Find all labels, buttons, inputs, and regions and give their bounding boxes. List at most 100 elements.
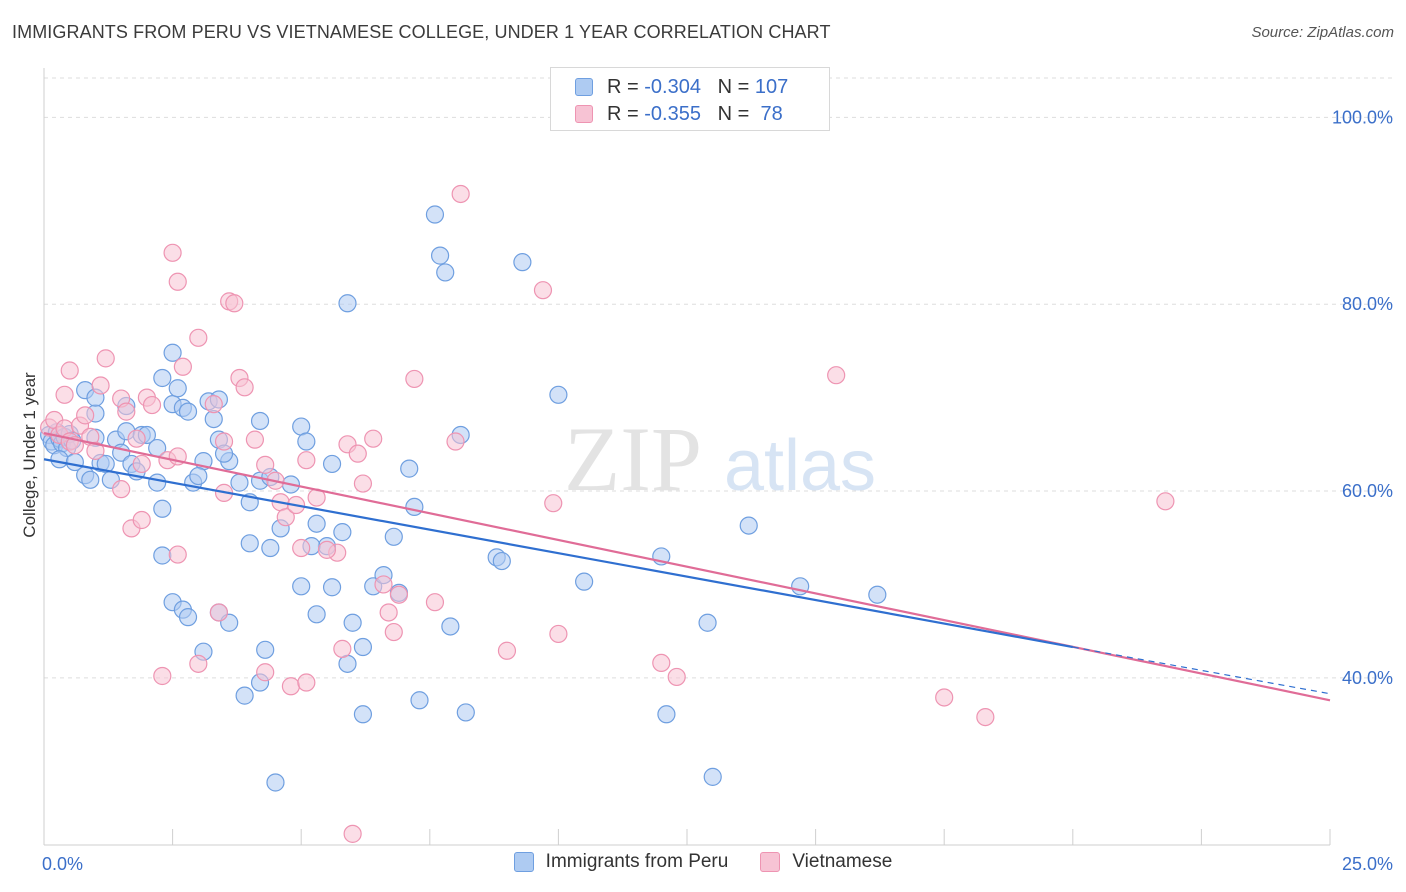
peru-point: [441, 617, 460, 636]
peru-point: [168, 379, 187, 398]
vietnamese-point: [132, 510, 151, 530]
peru-point: [250, 411, 270, 431]
vietnamese-point: [112, 480, 131, 499]
chart-source: Source: ZipAtlas.com: [1251, 24, 1394, 41]
vietnamese-point: [379, 603, 398, 622]
series-swatch-peru: [513, 852, 534, 872]
trend-layer: [43, 432, 1331, 702]
peru-point: [148, 473, 167, 492]
vietnamese-point: [353, 474, 373, 493]
peru-point: [400, 459, 419, 478]
vietnamese-point: [544, 494, 563, 513]
vietnamese-point: [86, 441, 105, 460]
peru-point: [353, 637, 373, 657]
peru-point: [492, 551, 511, 571]
vietnamese-point: [389, 585, 409, 604]
peru-point: [163, 343, 182, 362]
peru-point: [307, 605, 326, 624]
peru-point: [256, 640, 275, 659]
vietnamese-point: [163, 243, 182, 262]
vietnamese-point: [173, 357, 192, 376]
peru-point: [456, 703, 475, 722]
peru-point: [322, 454, 342, 474]
peru-point: [307, 514, 326, 533]
vietnamese-point: [533, 281, 553, 300]
vietnamese-point: [374, 575, 393, 594]
peru-point: [575, 572, 594, 591]
peru-point: [425, 205, 445, 224]
vietnamese-point: [204, 395, 223, 414]
vietnamese-point: [827, 366, 846, 385]
peru-point: [868, 585, 887, 604]
legend-row-vietnamese: R = -0.355 N = 78: [575, 103, 783, 125]
vietnamese-point: [214, 432, 234, 451]
vietnamese-point: [333, 639, 352, 658]
vietnamese-trend-line: [43, 432, 1331, 702]
peru-point: [235, 686, 254, 705]
peru-point: [322, 578, 342, 597]
peru-point: [513, 253, 532, 272]
vietnamese-point: [189, 654, 208, 673]
tick-label-layer: 40.0% 60.0% 80.0% 100.0% 0.0% 25.0%: [42, 107, 1393, 874]
y-tick-label: 40.0%: [1342, 668, 1393, 688]
legend-n-value: 107: [754, 75, 789, 98]
peru-point: [297, 432, 316, 451]
vietnamese-point: [256, 455, 275, 474]
vietnamese-point: [405, 369, 424, 389]
peru-point: [153, 546, 172, 565]
peru-point: [410, 691, 429, 710]
vietnamese-point: [281, 677, 301, 696]
y-tick-label: 60.0%: [1342, 481, 1393, 501]
peru-point: [353, 705, 373, 724]
peru-point: [436, 263, 455, 282]
vietnamese-point: [168, 545, 187, 564]
watermark-atlas: atlas: [724, 426, 876, 506]
vietnamese-point: [60, 361, 79, 380]
vietnamese-point: [297, 451, 316, 470]
x-tick-label: 25.0%: [1342, 854, 1393, 874]
series-swatch-vietnamese: [760, 852, 781, 872]
peru-trend-line: [43, 458, 1073, 649]
peru-point: [292, 577, 311, 596]
vietnamese-point: [91, 376, 110, 395]
peru-point: [698, 613, 717, 632]
series-label-peru: Immigrants from Peru: [545, 851, 729, 872]
peru-point: [240, 534, 259, 553]
peru-point: [739, 516, 758, 535]
series-label-vietnamese: Vietnamese: [792, 851, 893, 872]
vietnamese-point: [225, 294, 244, 313]
vietnamese-point: [168, 272, 187, 291]
vietnamese-point: [153, 666, 172, 686]
peru-point: [50, 450, 69, 469]
peru-point: [178, 608, 198, 627]
vietnamese-point: [235, 378, 254, 397]
x-tick-label: 0.0%: [42, 854, 83, 874]
watermark: ZIP atlas: [564, 408, 876, 510]
y-tick-label: 100.0%: [1332, 107, 1393, 127]
vietnamese-point: [189, 328, 208, 347]
vietnamese-point: [667, 667, 686, 687]
vietnamese-point: [935, 688, 954, 707]
chart-title: IMMIGRANTS FROM PERU VS VIETNAMESE COLLE…: [12, 22, 831, 42]
vietnamese-point: [497, 641, 517, 660]
vietnamese-point: [976, 707, 995, 727]
vietnamese-point: [549, 624, 568, 644]
legend-r-value: -0.355: [644, 102, 701, 125]
legend-r-label: R =: [607, 75, 639, 98]
vietnamese-point: [76, 406, 95, 425]
peru-point: [178, 402, 198, 421]
series-legend: Immigrants from Peru Vietnamese: [0, 851, 1406, 873]
axis-layer: [43, 68, 1331, 846]
peru-point: [338, 294, 357, 313]
vietnamese-point: [446, 432, 465, 451]
legend-n-label: N =: [717, 75, 750, 98]
peru-point: [703, 767, 722, 786]
series-legend-peru: Immigrants from Peru: [513, 851, 729, 873]
peru-point: [266, 773, 285, 792]
vietnamese-point: [245, 430, 265, 449]
y-tick-label: 80.0%: [1342, 294, 1393, 314]
vietnamese-point: [276, 508, 295, 527]
points-layer: [40, 184, 1175, 843]
vietnamese-point: [55, 385, 74, 404]
